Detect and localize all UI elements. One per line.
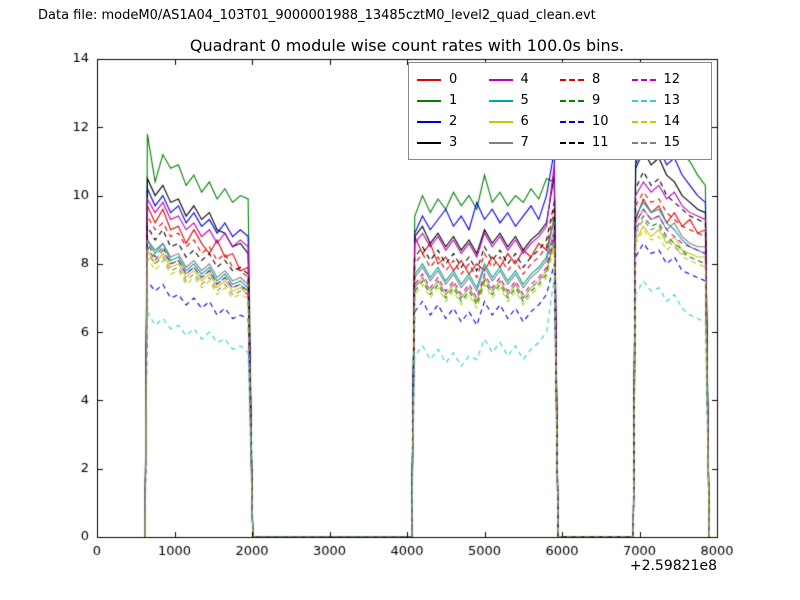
legend-entry-0: 0 <box>417 69 489 90</box>
legend-line-sample <box>488 120 513 123</box>
legend-line-sample <box>631 99 656 102</box>
legend-entry-9: 9 <box>560 90 632 111</box>
legend-label: 1 <box>449 93 458 108</box>
legend-line-sample <box>560 120 584 123</box>
legend-line-sample <box>631 141 656 144</box>
legend-line-sample <box>417 78 441 81</box>
legend-label: 4 <box>520 72 529 87</box>
legend-entry-2: 2 <box>417 111 489 132</box>
legend-label: 3 <box>449 135 458 150</box>
legend-line-sample <box>631 120 656 123</box>
legend-label: 15 <box>663 135 681 150</box>
legend-entry-4: 4 <box>488 69 561 90</box>
legend-entry-1: 1 <box>417 90 489 111</box>
legend-label: 6 <box>520 114 529 129</box>
legend-label: 7 <box>520 135 529 150</box>
legend-label: 11 <box>592 135 609 150</box>
legend-entry-15: 15 <box>631 132 704 153</box>
legend-entry-10: 10 <box>560 111 632 132</box>
legend-label: 8 <box>592 72 601 87</box>
legend-line-sample <box>488 78 513 81</box>
legend-label: 13 <box>663 93 681 108</box>
legend-label: 2 <box>449 114 458 129</box>
legend-line-sample <box>417 120 441 123</box>
legend-entry-14: 14 <box>631 111 704 132</box>
legend-label: 9 <box>592 93 601 108</box>
legend-line-sample <box>417 99 441 102</box>
chart-title: Quadrant 0 module wise count rates with … <box>189 36 625 55</box>
legend-line-sample <box>560 141 584 144</box>
legend-line-sample <box>488 141 513 144</box>
datafile-label: Data file: modeM0/AS1A04_103T01_90000019… <box>38 8 596 23</box>
legend-entry-13: 13 <box>631 90 704 111</box>
legend-entry-6: 6 <box>488 111 561 132</box>
legend-label: 14 <box>663 114 681 129</box>
legend-line-sample <box>488 99 513 102</box>
legend-label: 0 <box>449 72 458 87</box>
legend-entry-7: 7 <box>488 132 561 153</box>
legend-entry-5: 5 <box>488 90 561 111</box>
legend-entry-11: 11 <box>560 132 632 153</box>
legend-entry-3: 3 <box>417 132 489 153</box>
legend-label: 12 <box>663 72 681 87</box>
legend-line-sample <box>560 99 584 102</box>
legend-label: 5 <box>520 93 529 108</box>
legend-entry-8: 8 <box>560 69 632 90</box>
legend-line-sample <box>560 78 584 81</box>
legend: 0 1 2 3 4 5 6 7 8 9 10 11 12 13 14 15 <box>408 62 712 160</box>
legend-label: 10 <box>592 114 609 129</box>
legend-line-sample <box>417 141 441 144</box>
legend-line-sample <box>631 78 656 81</box>
legend-entry-12: 12 <box>631 69 704 90</box>
x-axis-offset-label: +2.59821e8 <box>629 558 717 574</box>
